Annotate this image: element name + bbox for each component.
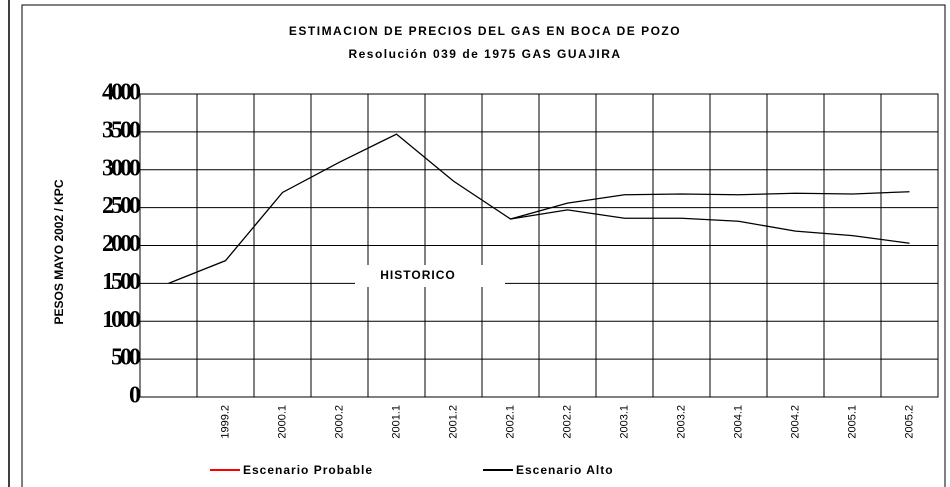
x-tick-label: 2003.1 [618, 405, 630, 439]
x-tick-label: 2003.2 [675, 405, 687, 439]
annotation-bg [355, 265, 505, 287]
series-line [168, 133, 910, 284]
x-tick-label: 2000.2 [333, 405, 345, 439]
y-tick-label: 2500 [102, 193, 141, 219]
x-tick-label: 2000.1 [276, 405, 288, 439]
y-tick-label: 4000 [102, 80, 141, 106]
y-tick-label: 3500 [102, 117, 141, 143]
chart-subtitle: Resolución 039 de 1975 GAS GUAJIRA [348, 47, 621, 61]
legend-label: Escenario Alto [516, 463, 614, 477]
legend-label: Escenario Probable [243, 463, 373, 477]
y-tick-label: 500 [111, 345, 141, 371]
x-tick-label: 2004.2 [789, 405, 801, 439]
x-tick-label: 2001.2 [447, 405, 459, 439]
x-tick-label: 2004.1 [732, 405, 744, 439]
x-tick-label: 2002.1 [504, 405, 516, 439]
y-tick-label: 1500 [102, 269, 141, 295]
y-axis-title: PESOS MAYO 2002 / KPC [52, 179, 66, 324]
series-line [510, 209, 910, 244]
x-tick-label: 1999.2 [219, 405, 231, 439]
x-tick-label: 2001.1 [390, 405, 402, 439]
annotation: HISTORICO [380, 268, 455, 282]
y-tick-label: 1000 [102, 307, 141, 333]
x-tick-label: 2005.2 [903, 405, 915, 439]
chart-title: ESTIMACION DE PRECIOS DEL GAS EN BOCA DE… [289, 24, 681, 38]
y-tick-label: 0 [129, 383, 141, 409]
chart-frame [21, 4, 946, 487]
y-tick-label: 3000 [102, 155, 141, 181]
x-tick-label: 2002.2 [561, 405, 573, 439]
y-tick-label: 2000 [102, 231, 141, 257]
x-tick-label: 2005.1 [846, 405, 858, 439]
